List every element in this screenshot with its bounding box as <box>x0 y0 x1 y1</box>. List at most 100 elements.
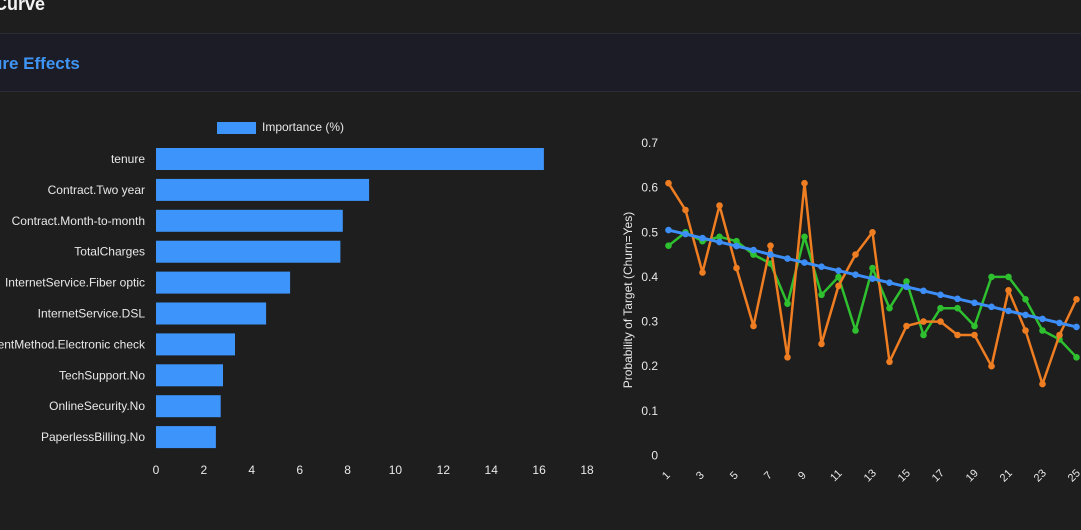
point-green[interactable] <box>988 273 995 281</box>
x-tick-label: 14 <box>485 463 499 477</box>
x-tick-label: 12 <box>437 463 451 477</box>
point-blue[interactable] <box>835 267 842 275</box>
point-blue[interactable] <box>665 226 672 234</box>
point-blue[interactable] <box>682 230 689 238</box>
point-orange[interactable] <box>971 331 978 339</box>
point-green[interactable] <box>937 304 944 312</box>
point-blue[interactable] <box>767 251 774 258</box>
point-blue[interactable] <box>886 279 893 287</box>
bar-3[interactable] <box>156 209 343 232</box>
point-orange[interactable] <box>1039 380 1046 388</box>
point-green[interactable] <box>784 300 791 308</box>
section-header[interactable]: ure Effects <box>0 33 1081 92</box>
bar-10[interactable] <box>156 426 216 449</box>
bar-8[interactable] <box>156 364 223 387</box>
point-blue[interactable] <box>733 242 740 250</box>
point-green[interactable] <box>971 322 978 330</box>
x-tick-label: 17 <box>930 467 947 484</box>
point-blue[interactable] <box>716 238 723 246</box>
point-orange[interactable] <box>886 358 893 366</box>
point-orange[interactable] <box>818 340 825 348</box>
point-blue[interactable] <box>988 303 995 311</box>
point-green[interactable] <box>852 327 859 334</box>
point-orange[interactable] <box>716 202 723 209</box>
point-blue[interactable] <box>971 299 978 307</box>
point-orange[interactable] <box>937 318 944 325</box>
point-green[interactable] <box>750 251 757 258</box>
point-orange[interactable] <box>733 264 740 272</box>
point-green[interactable] <box>1039 327 1046 334</box>
point-orange[interactable] <box>682 206 689 214</box>
point-orange[interactable] <box>784 354 791 361</box>
point-blue[interactable] <box>1022 311 1029 319</box>
point-orange[interactable] <box>835 282 842 290</box>
point-blue[interactable] <box>1056 319 1063 327</box>
point-blue[interactable] <box>954 295 961 303</box>
point-orange[interactable] <box>1022 327 1029 334</box>
point-green[interactable] <box>954 304 961 312</box>
point-blue[interactable] <box>784 255 791 262</box>
bar-1[interactable] <box>156 148 544 170</box>
bar-9[interactable] <box>156 395 221 418</box>
point-green[interactable] <box>818 291 825 299</box>
point-blue[interactable] <box>750 246 757 254</box>
category-label: InternetService.DSL <box>38 307 146 321</box>
point-blue[interactable] <box>1039 315 1046 323</box>
point-green[interactable] <box>920 331 927 339</box>
bar-4[interactable] <box>156 240 341 263</box>
x-tick-label: 6 <box>296 463 303 477</box>
point-green[interactable] <box>869 264 876 272</box>
point-blue[interactable] <box>903 283 910 291</box>
point-green[interactable] <box>1005 273 1012 281</box>
x-tick-label: 5 <box>728 469 741 482</box>
bar-7[interactable] <box>156 333 235 356</box>
y-tick-label: 0.4 <box>641 270 658 284</box>
point-green[interactable] <box>699 237 706 245</box>
point-blue[interactable] <box>699 234 706 242</box>
point-green[interactable] <box>733 237 740 245</box>
point-blue[interactable] <box>1005 307 1012 315</box>
point-orange[interactable] <box>699 269 706 276</box>
point-orange[interactable] <box>665 179 672 187</box>
point-green[interactable] <box>801 233 808 241</box>
bar-2[interactable] <box>156 178 370 201</box>
point-green[interactable] <box>682 229 689 236</box>
point-orange[interactable] <box>1073 296 1080 303</box>
point-orange[interactable] <box>869 229 876 236</box>
point-blue[interactable] <box>852 271 859 279</box>
point-blue[interactable] <box>869 275 876 283</box>
point-green[interactable] <box>886 304 893 312</box>
point-orange[interactable] <box>1056 331 1063 339</box>
point-orange[interactable] <box>852 251 859 258</box>
x-tick-label: 11 <box>828 468 845 485</box>
point-orange[interactable] <box>988 362 995 370</box>
point-orange[interactable] <box>1005 287 1012 294</box>
category-label: TechSupport.No <box>59 368 145 382</box>
point-blue[interactable] <box>937 291 944 299</box>
y-tick-label: 0.5 <box>641 225 658 239</box>
point-orange[interactable] <box>767 242 774 249</box>
series-line-orange <box>667 181 1078 386</box>
y-tick-label: 0.1 <box>641 404 658 418</box>
point-blue[interactable] <box>920 287 927 295</box>
point-green[interactable] <box>1022 296 1029 303</box>
point-green[interactable] <box>903 278 910 285</box>
point-blue[interactable] <box>801 259 808 266</box>
point-blue[interactable] <box>1073 323 1080 331</box>
point-orange[interactable] <box>801 179 808 187</box>
point-orange[interactable] <box>920 318 927 325</box>
series-line-blue <box>668 228 1077 329</box>
point-orange[interactable] <box>903 322 910 330</box>
point-green[interactable] <box>767 260 774 267</box>
point-green[interactable] <box>1073 354 1080 361</box>
point-green[interactable] <box>1056 336 1063 343</box>
bar-5[interactable] <box>156 271 291 294</box>
point-orange[interactable] <box>750 322 757 330</box>
bar-6[interactable] <box>156 302 267 325</box>
point-orange[interactable] <box>954 331 961 339</box>
section-title[interactable]: ure Effects <box>0 54 80 73</box>
point-green[interactable] <box>665 242 672 249</box>
point-blue[interactable] <box>818 263 825 271</box>
point-green[interactable] <box>716 233 723 241</box>
point-green[interactable] <box>835 273 842 281</box>
